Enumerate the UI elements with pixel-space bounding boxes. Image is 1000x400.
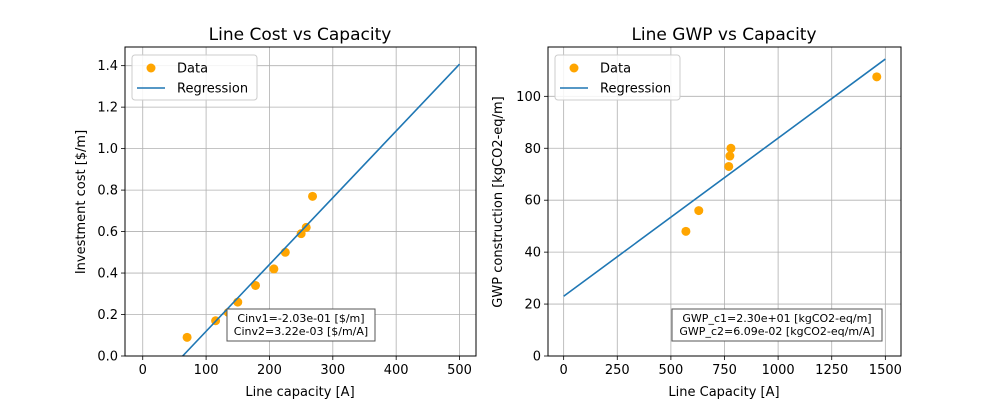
left-y-tick-label: 0.6 <box>97 225 118 240</box>
right-x-tick-label: 1000 <box>762 363 795 378</box>
left-annotation-line: Cinv2=3.22e-03 [$/m/A] <box>234 325 368 338</box>
left-y-tick-label: 1.4 <box>97 59 118 74</box>
right-data-point <box>694 206 704 216</box>
left-data-point <box>269 264 279 274</box>
right-data-point <box>725 151 735 161</box>
right-annotation: GWP_c1=2.30e+01 [kgCO2-eq/m]GWP_c2=6.09e… <box>671 308 883 342</box>
right-x-tick-label: 750 <box>712 363 737 378</box>
left-y-tick-label: 0.0 <box>97 350 118 365</box>
left-y-tick-label: 1.0 <box>97 142 118 157</box>
right-annotation-line: GWP_c1=2.30e+01 [kgCO2-eq/m] <box>682 312 871 325</box>
left-data-point <box>301 222 311 232</box>
right-plot-area: 0 250 500 750 1000 1250 1500 0 20 40 60 80 100 Data Re… <box>516 46 902 378</box>
left-legend-label: Regression <box>177 82 248 97</box>
right-data-point <box>681 226 691 236</box>
left-legend-label: Data <box>177 62 208 77</box>
right-y-tick-label: 60 <box>524 194 541 209</box>
left-legend-marker-swatch <box>146 63 156 73</box>
left-x-tick-label: 500 <box>447 363 472 378</box>
right-y-tick-label: 0 <box>533 350 541 365</box>
right-y-tick-label: 40 <box>524 246 541 261</box>
right-data-point <box>724 161 734 171</box>
left-y-axis-label: Investment cost [$/m] <box>74 130 89 274</box>
left-y-tick-label: 0.4 <box>97 267 118 282</box>
left-x-tick-label: 0 <box>139 363 147 378</box>
right-y-tick-label: 20 <box>524 298 541 313</box>
right-y-tick-label: 80 <box>524 142 541 157</box>
right-x-tick-label: 500 <box>658 363 683 378</box>
left-data-point <box>251 280 261 290</box>
left-y-tick-label: 1.2 <box>97 101 118 116</box>
right-data-point <box>872 72 882 82</box>
left-data-point <box>296 229 306 239</box>
right-y-tick-label: 100 <box>516 90 541 105</box>
left-chart-title: Line Cost vs Capacity <box>209 25 392 45</box>
right-legend-label: Regression <box>600 82 671 97</box>
left-x-tick-label: 200 <box>257 363 282 378</box>
right-x-tick-label: 1500 <box>869 363 902 378</box>
right-legend-label: Data <box>600 62 631 77</box>
right-annotation-line: GWP_c2=6.09e-02 [kgCO2-eq/m/A] <box>679 325 874 338</box>
left-y-tick-label: 0.8 <box>97 184 118 199</box>
right-x-tick-label: 1250 <box>815 363 848 378</box>
right-data-point <box>726 143 736 153</box>
left-x-tick-label: 100 <box>194 363 219 378</box>
right-x-axis-label: Line Capacity [A] <box>668 385 779 400</box>
right-chart: Line GWP vs Capacity Line Capacity [A] G… <box>491 25 817 400</box>
right-x-tick-label: 0 <box>560 363 568 378</box>
right-regression-line <box>563 58 886 297</box>
left-legend: Data Regression <box>131 54 258 101</box>
left-x-axis-label: Line capacity [A] <box>245 385 354 400</box>
left-annotation-line: Cinv1=-2.03e-01 [$/m] <box>237 312 364 325</box>
right-x-tick-label: 250 <box>605 363 630 378</box>
left-data-point <box>308 191 318 201</box>
right-y-axis-label: GWP construction [kgCO2-eq/m] <box>491 96 506 307</box>
left-y-tick-label: 0.2 <box>97 308 118 323</box>
left-regression-line <box>182 63 461 356</box>
right-legend: Data Regression <box>554 54 681 101</box>
left-chart: Line Cost vs Capacity Line capacity [A] … <box>74 25 391 400</box>
right-chart-title: Line GWP vs Capacity <box>631 25 816 45</box>
left-x-tick-label: 300 <box>320 363 345 378</box>
left-plot-area: 0 100 200 300 400 500 0.0 0.2 0.4 0.6 0.8 1.0 1.2 1.4… <box>97 46 477 378</box>
left-data-point <box>182 332 192 342</box>
left-x-tick-label: 400 <box>384 363 409 378</box>
left-annotation-box <box>226 308 376 342</box>
right-legend-marker-swatch <box>569 63 579 73</box>
left-axes-frame <box>124 46 477 357</box>
left-annotation: Cinv1=-2.03e-01 [$/m]Cinv2=3.22e-03 [$/m… <box>226 308 376 342</box>
right-annotation-box <box>671 308 883 342</box>
